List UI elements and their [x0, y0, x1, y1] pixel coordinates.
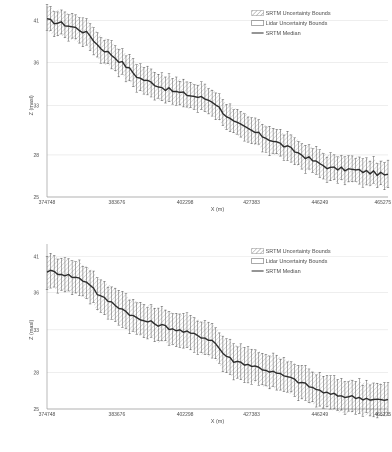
x-tick-label: 383676: [109, 412, 126, 418]
legend-entry: SRTM Uncertainty Bounds: [266, 11, 331, 17]
x-tick-label: 465275: [375, 200, 392, 206]
y-tick-label: 25: [33, 195, 39, 201]
legend-swatch-box: [251, 258, 264, 264]
x-tick-label: 427383: [243, 412, 260, 418]
y-tick-label: 36: [33, 60, 39, 66]
y-tick-label: 28: [33, 153, 39, 159]
x-tick-label: 446249: [311, 412, 328, 418]
y-tick-label: 41: [33, 18, 39, 24]
srtm-uncertainty-band: [47, 253, 388, 417]
legend-entry: Lidar Uncertainty Bounds: [266, 259, 328, 265]
srtm-median-line: [46, 269, 389, 402]
x-tick-label: 402298: [177, 412, 194, 418]
x-axis-label: X (m): [211, 207, 225, 213]
y-tick-label: 33: [33, 328, 39, 334]
legend-swatch-hatched: [251, 10, 264, 16]
chart-panel-1: 25 28 33 36 41 374748 383676 402298 427383 446249…: [29, 4, 391, 213]
x-axis-label: X (m): [211, 419, 225, 425]
legend-entry: SRTM Median: [266, 269, 301, 275]
x-tick-label: 383676: [109, 200, 126, 206]
chart-panel-2: 25 28 33 36 41 374748 383676 402298 427383 446249…: [29, 244, 391, 425]
x-tick-label: 427383: [243, 200, 260, 206]
y-tick-label: 25: [33, 407, 39, 413]
legend-entry: Lidar Uncertainty Bounds: [266, 21, 328, 27]
y-axis-label: Z (masl): [29, 95, 35, 115]
legend-entry: SRTM Median: [266, 31, 301, 37]
srtm-median-line: [46, 18, 389, 177]
y-tick-label: 28: [33, 371, 39, 377]
y-tick-label: 41: [33, 254, 39, 260]
legend-entry: SRTM Uncertainty Bounds: [266, 249, 331, 255]
y-tick-label: 33: [33, 103, 39, 109]
y-tick-label: 36: [33, 291, 39, 297]
legend-swatch-box: [251, 20, 264, 26]
legend-swatch-hatched: [251, 248, 264, 254]
x-tick-label: 374748: [39, 200, 56, 206]
x-tick-label: 402298: [177, 200, 194, 206]
x-tick-label: 446249: [311, 200, 328, 206]
x-tick-label: 374748: [39, 412, 56, 418]
y-axis-label: Z (masl): [29, 320, 35, 340]
srtm-uncertainty-band: [47, 5, 388, 189]
